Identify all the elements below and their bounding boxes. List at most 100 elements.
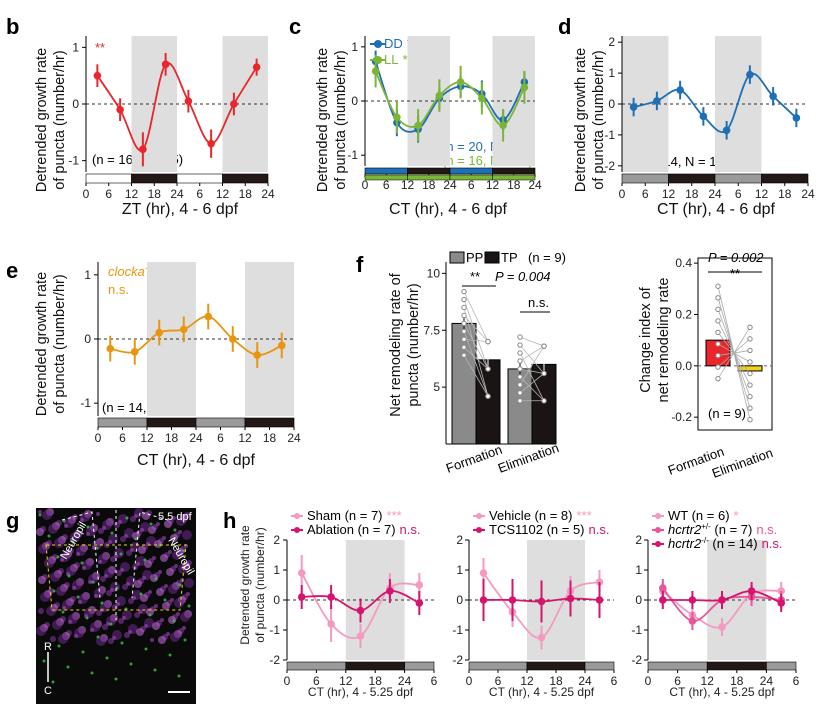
paired-line: [519, 345, 545, 362]
y-tick-label: -1: [269, 623, 280, 637]
x-tick-label: 18: [239, 187, 253, 201]
data-point: [228, 335, 237, 343]
ci-paired-line: [717, 286, 751, 420]
data-point: [747, 587, 756, 595]
legend-label: Sham (n = 7) ***: [307, 508, 402, 523]
neuropil-signal: [86, 532, 90, 536]
x-tick-label: 12: [701, 674, 715, 688]
y-tick-label: 2: [273, 533, 280, 547]
paired-line: [463, 355, 489, 397]
x-tick-label: 12: [140, 431, 154, 445]
light-bar-segment: [404, 661, 435, 671]
synapse-puncta: [182, 549, 186, 553]
paired-point: [461, 344, 467, 351]
y-tick-label: -1: [604, 128, 615, 142]
legend-marker: [476, 527, 482, 533]
synapse-puncta: [80, 561, 84, 565]
y-tick-label: -1: [80, 396, 91, 410]
panel-b: b Detrended growth rate of puncta (numbe…: [6, 14, 275, 218]
neuropil-signal: [128, 598, 134, 604]
data-point: [386, 587, 394, 595]
x-tick-label: 18: [685, 187, 699, 201]
neuropil-signal: [170, 534, 178, 542]
x-tick-label: 0: [619, 187, 626, 201]
paired-line: [463, 307, 489, 397]
ci-point: [715, 318, 721, 324]
light-bar-segment: [761, 173, 809, 184]
pval-f: P = 0.004: [495, 269, 551, 284]
paired-point: [517, 390, 523, 396]
synapse-puncta: [129, 662, 133, 666]
x-tick-label: 12: [486, 178, 500, 192]
x-tick-label: 6: [119, 431, 126, 445]
y-tick-label: 0: [72, 97, 79, 111]
panel-label-h: h: [223, 508, 236, 533]
paired-line: [463, 331, 489, 397]
paired-point: [461, 304, 467, 311]
paired-point: [517, 366, 523, 372]
synapse-puncta: [42, 659, 46, 663]
synapse-puncta: [76, 595, 80, 599]
data-point: [688, 617, 697, 625]
legend-marker: [294, 527, 300, 533]
light-bar-segment: [647, 661, 708, 671]
ci-note: (n = 9): [708, 406, 746, 421]
synapse-puncta: [178, 583, 182, 587]
neuropil-signal: [182, 530, 192, 540]
light-bar-segment: [468, 661, 528, 671]
data-point: [155, 328, 164, 337]
fit-curve: [96, 62, 258, 152]
panel-h-sub-1: 210-1-20 6 12 18 24 6CT (hr), 4 - 5.25 dpfSha…: [269, 508, 437, 699]
data-point: [718, 596, 726, 604]
y-label-c-2: of puncta (number/hr): [333, 50, 349, 189]
data-point: [520, 83, 529, 92]
synapse-puncta: [163, 598, 167, 602]
data-point: [537, 633, 546, 642]
neuropil-signal: [44, 558, 54, 568]
data-point: [393, 113, 401, 122]
paired-point: [517, 350, 523, 356]
y-tick-label: 0: [84, 332, 91, 346]
synapse-puncta: [100, 601, 104, 605]
x-label-b: ZT (hr), 4 - 6 dpf: [122, 201, 239, 218]
x-tick-label: 24: [287, 431, 301, 445]
y-tick-label: -1: [68, 154, 79, 168]
light-bar-segment: [97, 417, 148, 428]
synapse-puncta: [143, 558, 147, 562]
ci-point: [715, 295, 721, 301]
neuropil-signal: [118, 618, 124, 624]
neuropil-signal: [144, 560, 152, 568]
synapse-puncta: [154, 577, 158, 581]
y-tick-label: 0: [635, 593, 642, 607]
paired-line: [463, 347, 489, 370]
light-bar-segment: [176, 173, 223, 184]
x-tick-label: 0: [362, 178, 369, 192]
light-bar-segment: [407, 167, 451, 175]
x-label-e: CT (hr), 4 - 6 dpf: [137, 452, 256, 469]
panel-d: d Detrended growth rate of puncta (numbe…: [558, 14, 815, 218]
data-point: [659, 584, 667, 592]
neuropil-signal: [160, 554, 168, 562]
data-point: [414, 121, 422, 130]
x-tick-label: 0: [466, 674, 473, 688]
light-bar-segment: [195, 417, 246, 428]
legend-label: hcrtr2-/- (n = 14) n.s.: [668, 536, 783, 551]
data-point: [297, 569, 306, 577]
neuropil-signal: [114, 522, 120, 528]
ci-point: [715, 375, 721, 382]
neuropil-signal: [98, 528, 104, 534]
neuropil-signal: [106, 590, 112, 596]
genotype-e: clocka-/-: [108, 263, 153, 279]
x-tick-label: 12: [520, 674, 534, 688]
data-point: [508, 596, 517, 604]
paired-point: [485, 366, 491, 372]
data-point: [116, 105, 124, 114]
legend-label: Vehicle (n = 8) ***: [489, 508, 592, 523]
light-bar-segment: [766, 661, 797, 671]
neuropil-signal: [36, 528, 44, 536]
neuropil-signal: [112, 604, 118, 610]
paired-line: [463, 299, 489, 370]
light-bar-segment: [286, 661, 347, 671]
x-tick-label: 24: [398, 674, 412, 688]
